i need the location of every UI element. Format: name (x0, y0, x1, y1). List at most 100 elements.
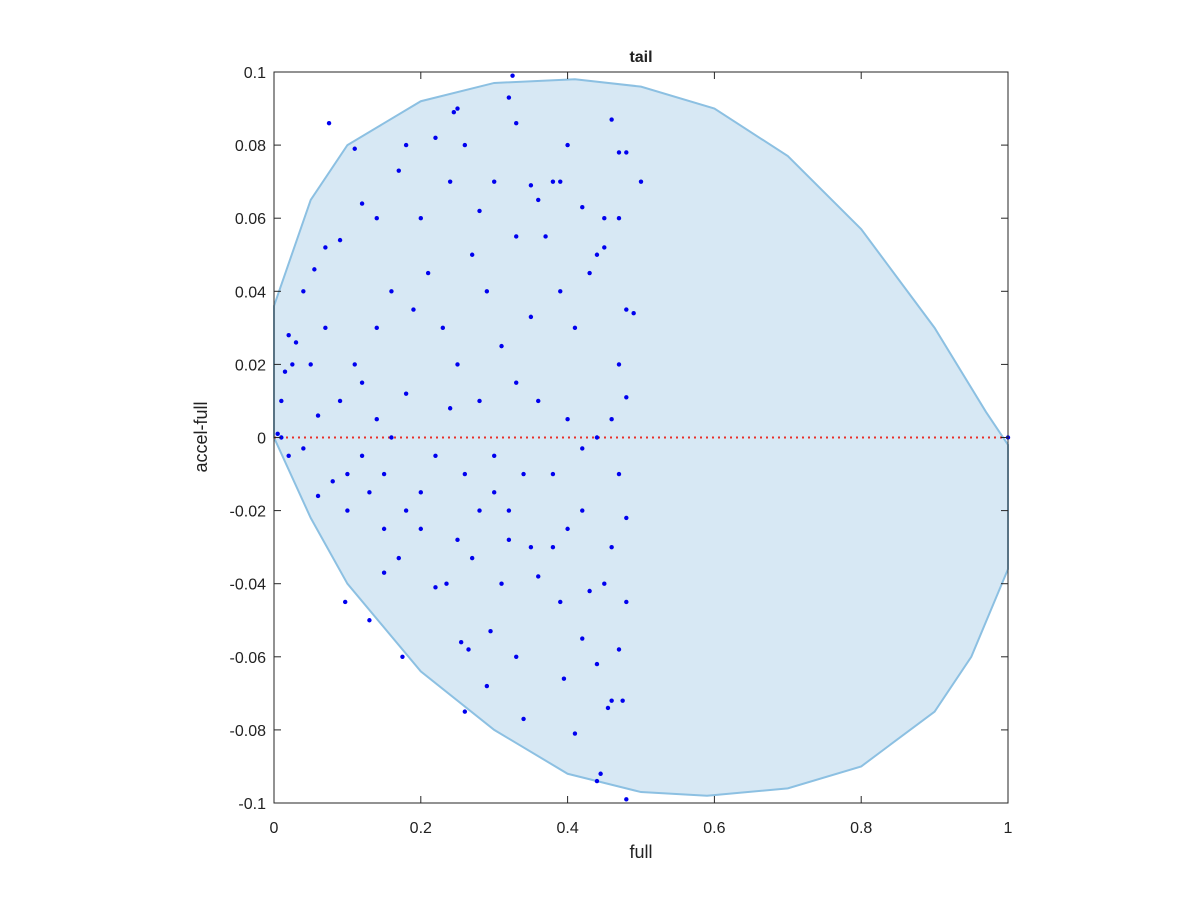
point (330, 479, 335, 484)
point (492, 453, 497, 458)
point (602, 216, 607, 221)
point (536, 398, 541, 404)
point (616, 216, 622, 221)
y-tick-label: 0.1 (244, 65, 266, 82)
point (323, 325, 328, 331)
x-tick-label: 0 (270, 820, 279, 837)
point (381, 526, 387, 532)
x-tick-label: 0.2 (410, 820, 432, 837)
point (580, 636, 585, 641)
y-tick-label: 0.08 (235, 138, 266, 155)
y-tick-label: 0.04 (235, 284, 266, 301)
y-tick-label: 0.06 (235, 211, 266, 228)
point (624, 150, 629, 155)
point (447, 179, 453, 184)
point (620, 698, 625, 703)
point (536, 197, 541, 203)
point (572, 325, 578, 331)
point (514, 380, 519, 385)
point (594, 435, 600, 440)
point (587, 588, 592, 594)
point (499, 581, 504, 586)
point (624, 395, 629, 400)
point (605, 705, 611, 711)
point (594, 252, 600, 257)
point (381, 570, 387, 575)
point (418, 526, 423, 532)
point (616, 362, 622, 367)
point (455, 106, 460, 111)
point (282, 369, 288, 374)
point (403, 142, 409, 148)
point (352, 146, 357, 151)
point (565, 417, 570, 422)
point (359, 453, 365, 458)
point (469, 252, 475, 257)
point (293, 340, 299, 345)
point (455, 362, 460, 367)
y-tick-label: -0.1 (238, 796, 266, 813)
point (594, 778, 600, 784)
point (396, 168, 401, 173)
x-tick-label: 0.8 (850, 820, 872, 837)
point (543, 234, 548, 239)
point (396, 555, 401, 561)
point (462, 142, 468, 148)
point (506, 537, 512, 543)
point (609, 698, 614, 703)
point (616, 471, 622, 477)
point (492, 490, 497, 495)
point (624, 307, 629, 312)
point (433, 453, 438, 458)
point (433, 135, 438, 140)
point (580, 205, 585, 210)
point (400, 654, 405, 659)
y-tick-label: -0.08 (230, 723, 267, 740)
point (367, 490, 372, 495)
point (477, 208, 482, 214)
point (638, 179, 644, 184)
point (337, 237, 343, 243)
point (337, 398, 343, 404)
point (572, 731, 578, 736)
y-tick-label: -0.06 (230, 650, 267, 667)
point (558, 179, 563, 184)
point (286, 332, 291, 338)
point (550, 179, 556, 184)
point (342, 599, 348, 605)
point (447, 406, 453, 411)
point (433, 585, 438, 590)
point (550, 544, 556, 550)
point (492, 179, 497, 184)
point (301, 289, 306, 294)
point (514, 234, 519, 239)
point (631, 311, 636, 316)
point (580, 446, 585, 451)
point (528, 544, 534, 550)
point (469, 555, 475, 561)
point (367, 618, 372, 623)
point (462, 709, 468, 714)
point (315, 493, 321, 499)
y-tick-label: -0.04 (230, 577, 267, 594)
point (521, 471, 526, 477)
point (466, 647, 471, 652)
point (462, 471, 468, 477)
point (359, 201, 365, 206)
y-axis-label: accel-full (191, 401, 211, 472)
point (514, 120, 519, 126)
point (624, 515, 629, 521)
point (514, 654, 519, 659)
point (484, 289, 490, 294)
point (418, 216, 423, 221)
y-tick-label: -0.02 (230, 504, 267, 521)
point (506, 95, 512, 100)
point (345, 508, 350, 513)
point (624, 599, 629, 605)
point (352, 362, 357, 367)
point (279, 435, 284, 440)
point (389, 435, 394, 440)
point (389, 289, 394, 294)
point (286, 453, 291, 458)
